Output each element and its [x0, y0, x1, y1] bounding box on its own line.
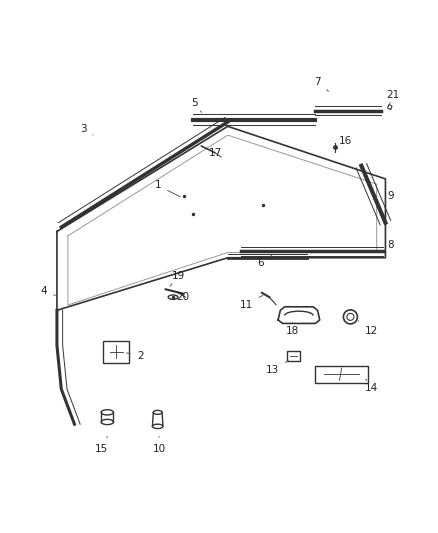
Text: 7: 7: [314, 77, 328, 91]
Bar: [287, 351, 300, 361]
Text: 3: 3: [80, 124, 93, 135]
Text: 10: 10: [153, 437, 166, 454]
Text: 9: 9: [380, 191, 394, 201]
Text: 1: 1: [154, 181, 180, 197]
Text: 14: 14: [365, 379, 378, 393]
Text: 15: 15: [95, 437, 108, 454]
Text: 4: 4: [40, 286, 55, 296]
Text: 19: 19: [170, 271, 185, 286]
Text: 2: 2: [127, 351, 144, 361]
Text: 18: 18: [286, 322, 299, 336]
Text: 17: 17: [209, 149, 222, 158]
Text: 8: 8: [380, 240, 394, 251]
Text: 5: 5: [191, 98, 201, 112]
Text: 20: 20: [177, 292, 190, 302]
Text: 21: 21: [387, 90, 400, 103]
Text: 6: 6: [257, 255, 272, 268]
Text: 12: 12: [358, 321, 378, 336]
Text: 11: 11: [240, 295, 263, 310]
Bar: [315, 366, 368, 383]
Text: 13: 13: [266, 361, 288, 375]
Bar: [103, 341, 129, 363]
Text: 16: 16: [339, 136, 352, 146]
